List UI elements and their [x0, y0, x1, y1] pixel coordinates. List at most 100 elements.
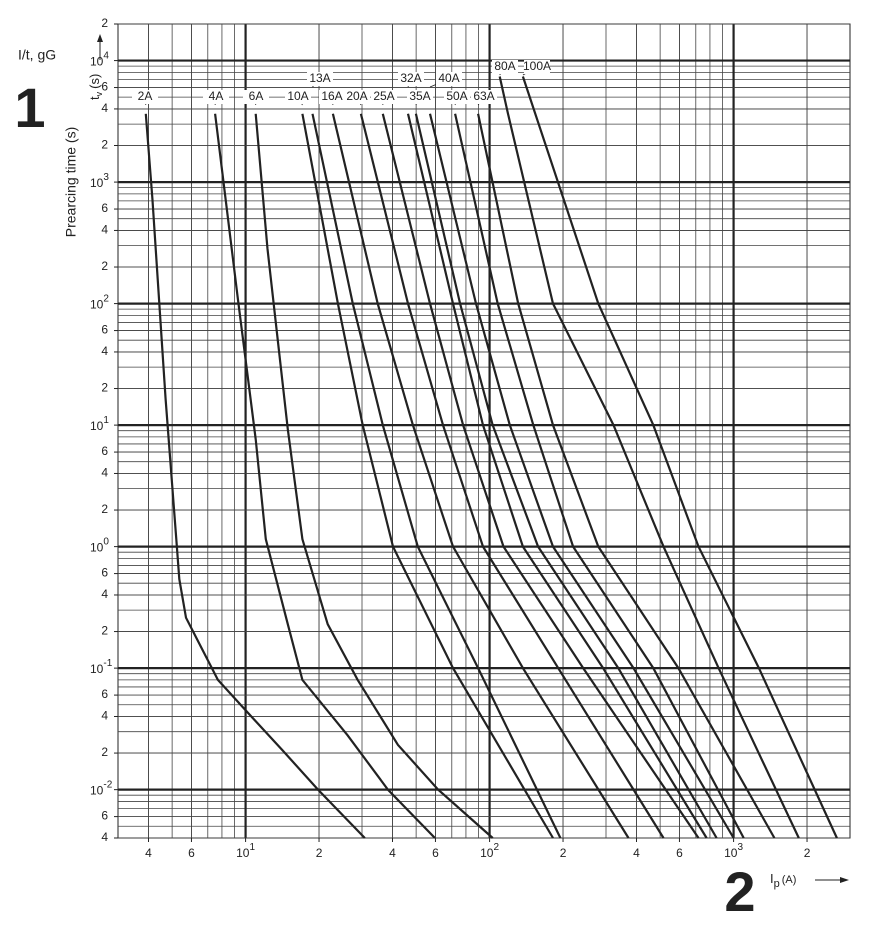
curve [381, 113, 700, 839]
tick-label-base: 4 [145, 846, 152, 860]
annotation: 2 [724, 860, 755, 923]
tick-label-base: 4 [101, 466, 108, 480]
tick-label-base: 4 [101, 101, 108, 115]
y-arrow-head [97, 34, 103, 42]
x-arrow-head [840, 877, 849, 883]
tick-label-base: 6 [101, 323, 108, 337]
y-tick-label: 101 [90, 415, 109, 434]
tick-label-exponent: 0 [103, 536, 109, 547]
y-symbol-sub: v [94, 91, 104, 96]
label-bg [407, 90, 433, 104]
label-bg [203, 90, 229, 104]
legend-label: 10A [287, 89, 308, 103]
tick-label-exponent: -1 [103, 658, 112, 669]
curve [414, 113, 718, 839]
tick-label-base: 2 [560, 846, 567, 860]
label-bg [471, 90, 497, 104]
curve [428, 113, 735, 839]
y-tick-label: 6 [101, 80, 108, 94]
x-symbol-letter: I [770, 871, 774, 886]
tick-label-base: 6 [188, 846, 195, 860]
tick-label-exponent: 3 [103, 172, 109, 183]
label-bg [444, 90, 470, 104]
x-symbol-unit: (A) [782, 874, 797, 886]
y-tick-label: 103 [90, 172, 109, 191]
tick-label-base: 2 [101, 745, 108, 759]
tick-label-base: 4 [101, 223, 108, 237]
y-tick-label: 6 [101, 323, 108, 337]
y-tick-label: 2 [101, 259, 108, 273]
tick-label-exponent: -2 [103, 779, 112, 790]
x-tick-label: 6 [188, 846, 195, 860]
x-tick-label: 102 [480, 842, 499, 861]
label-bg [436, 72, 462, 86]
y-symbol-text: tv (s) [87, 74, 104, 100]
x-tick-label: 103 [724, 842, 743, 861]
label-bg [307, 72, 333, 86]
tick-label-base: 6 [101, 444, 108, 458]
tick-label-base: 6 [101, 809, 108, 823]
tick-label-base: 6 [101, 687, 108, 701]
x-tick-label: 4 [389, 846, 396, 860]
tick-label-exponent: 2 [493, 842, 499, 853]
tick-label-base: 4 [101, 587, 108, 601]
tick-label-base: 10 [90, 784, 104, 798]
legend-label: 4A [209, 89, 224, 103]
curve [454, 113, 745, 839]
y-tick-label: 4 [101, 344, 108, 358]
x-symbol-text: Ip (A) [770, 871, 796, 889]
tick-label-base: 4 [101, 344, 108, 358]
curve [521, 76, 838, 839]
tick-label-base: 10 [90, 298, 104, 312]
legend-label: 40A [438, 71, 459, 85]
tick-label-base: 4 [389, 846, 396, 860]
x-tick-label: 4 [633, 846, 640, 860]
tick-label-base: 10 [480, 846, 494, 860]
y-tick-label: 2 [101, 624, 108, 638]
y-tick-label: 2 [101, 745, 108, 759]
tick-label-base: 2 [101, 259, 108, 273]
curve [406, 113, 708, 839]
y-tick-label: 4 [101, 223, 108, 237]
y-tick-label: 100 [90, 536, 109, 555]
x-tick-label: 6 [432, 846, 439, 860]
x-symbol-sub: p [774, 878, 780, 890]
y-tick-label: 2 [101, 502, 108, 516]
y-tick-label: 102 [90, 293, 109, 312]
tick-label-base: 4 [633, 846, 640, 860]
y-tick-label: 4 [101, 830, 108, 844]
legend-label: 2A [138, 89, 153, 103]
label-bg [524, 60, 550, 74]
tick-label-base: 10 [90, 419, 104, 433]
curve [214, 113, 436, 839]
label-bg [132, 90, 158, 104]
tick-label-base: 2 [101, 138, 108, 152]
tick-label-exponent: 4 [103, 50, 109, 61]
grid [118, 23, 850, 839]
curve [477, 113, 776, 839]
annotation: 1 [14, 76, 45, 139]
tick-label-exponent: 2 [103, 293, 109, 304]
label-bg [492, 60, 518, 74]
legend-label: 32A [400, 71, 421, 85]
y-tick-label: 6 [101, 809, 108, 823]
label-bg [285, 90, 311, 104]
x-tick-label: 2 [560, 846, 567, 860]
legend-label: 50A [446, 89, 467, 103]
tick-label-base: 10 [90, 662, 104, 676]
legend-label: 25A [373, 89, 394, 103]
y-tick-label: 6 [101, 444, 108, 458]
tick-label-base: 10 [236, 846, 250, 860]
y-tick-label: 6 [101, 566, 108, 580]
legend-label: 80A [494, 59, 515, 73]
label-bg [344, 90, 370, 104]
tick-label-base: 10 [724, 846, 738, 860]
y-tick-label: 10-2 [90, 779, 113, 798]
curve [311, 113, 562, 839]
y-tick-label: 4 [101, 466, 108, 480]
x-tick-label: 2 [804, 846, 811, 860]
tick-label-base: 2 [804, 846, 811, 860]
y-tick-label: 2 [101, 381, 108, 395]
legend-label: 13A [309, 71, 330, 85]
